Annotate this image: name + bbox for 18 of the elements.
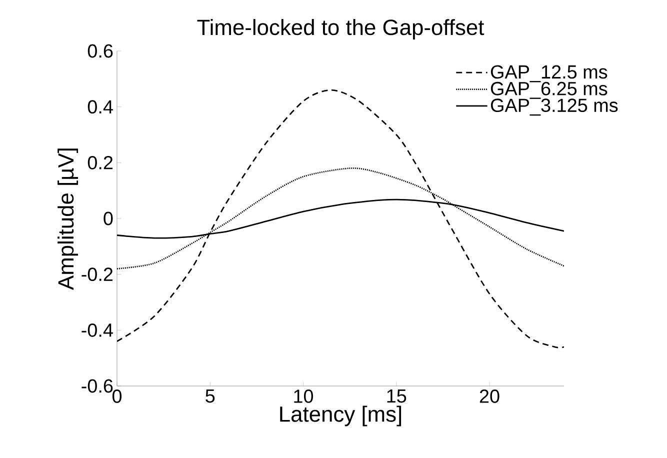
y-tick-label: -0.6 <box>82 379 113 393</box>
chart-title: Time-locked to the Gap-offset <box>197 19 484 40</box>
y-tick-label: 0 <box>104 212 113 226</box>
y-tick-label: -0.4 <box>82 323 113 337</box>
y-tick-label: 0.4 <box>88 100 113 114</box>
x-axis-title: Latency [ms] <box>280 406 402 426</box>
x-tick-label: 15 <box>387 390 406 403</box>
x-tick-label: 0 <box>112 390 122 403</box>
y-axis-title: Amplitude [µV] <box>58 148 78 290</box>
legend-label: GAP_3.125 ms <box>490 98 618 116</box>
y-tick-label: 0.6 <box>88 44 113 58</box>
y-tick-label: -0.2 <box>82 268 113 282</box>
x-tick-label: 5 <box>206 390 215 403</box>
y-tick-label: 0.2 <box>88 156 113 170</box>
x-tick-label: 10 <box>294 390 314 403</box>
legend-label: GAP_12.5 ms <box>490 65 608 82</box>
x-tick-label: 20 <box>480 390 500 403</box>
legend-label: GAP_6.25 ms <box>490 82 608 99</box>
